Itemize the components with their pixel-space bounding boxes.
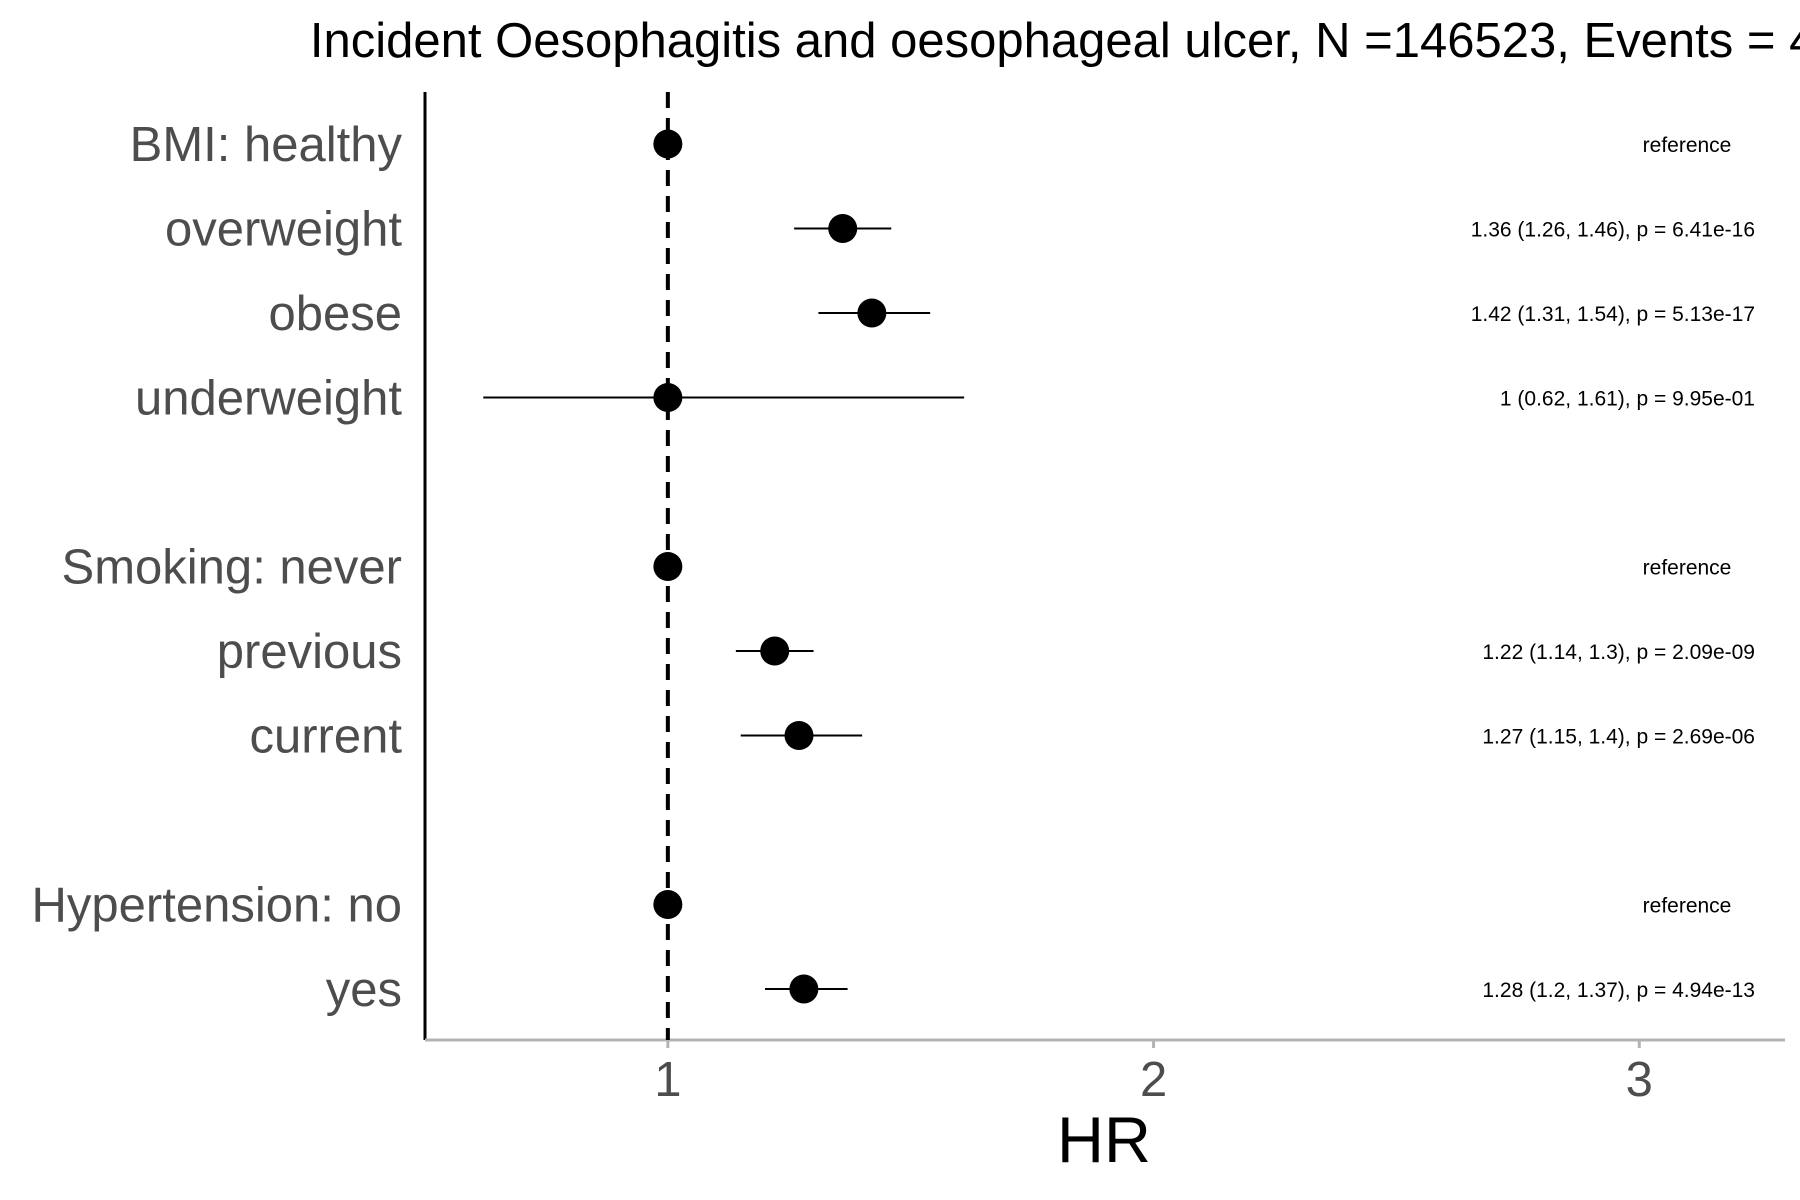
point-underweight	[653, 383, 683, 412]
row-label-underweight: underweight	[135, 372, 402, 426]
point-yes	[789, 974, 819, 1004]
row-label-hypertension-no: Hypertension: no	[32, 879, 402, 933]
plot-area: 1 2 3 BMI: healthy reference overweight 1.36 (…	[32, 92, 1785, 1107]
annotation-bmi-healthy: reference	[1643, 134, 1732, 157]
point-bmi-healthy	[653, 129, 683, 159]
x-axis-title: HR	[1057, 1103, 1151, 1176]
row-label-smoking-never: Smoking: never	[62, 541, 402, 595]
x-tick-label-2: 2	[1140, 1053, 1167, 1107]
row-label-overweight: overweight	[165, 203, 402, 257]
point-previous	[760, 636, 790, 666]
point-hypertension-no	[653, 890, 683, 919]
annotation-previous: 1.22 (1.14, 1.3), p = 2.09e-09	[1482, 641, 1755, 664]
chart-title: Incident Oesophagitis and oesophageal ul…	[310, 14, 1800, 68]
point-obese	[857, 298, 887, 328]
annotation-current: 1.27 (1.15, 1.4), p = 2.69e-06	[1482, 726, 1755, 749]
point-current	[784, 721, 814, 750]
annotation-smoking-never: reference	[1643, 557, 1732, 580]
point-smoking-never	[653, 552, 683, 581]
row-label-obese: obese	[268, 287, 402, 341]
point-overweight	[828, 214, 858, 243]
row-label-bmi-healthy: BMI: healthy	[130, 118, 403, 172]
annotation-underweight: 1 (0.62, 1.61), p = 9.95e-01	[1500, 388, 1755, 411]
x-tick-label-3: 3	[1626, 1053, 1653, 1107]
annotation-yes: 1.28 (1.2, 1.37), p = 4.94e-13	[1482, 979, 1755, 1002]
annotation-obese: 1.42 (1.31, 1.54), p = 5.13e-17	[1471, 303, 1755, 326]
row-label-previous: previous	[217, 625, 402, 679]
row-label-yes: yes	[326, 963, 402, 1017]
annotation-overweight: 1.36 (1.26, 1.46), p = 6.41e-16	[1471, 219, 1755, 242]
annotation-hypertension-no: reference	[1643, 895, 1732, 918]
row-label-current: current	[249, 710, 402, 764]
x-tick-label-1: 1	[654, 1053, 681, 1107]
